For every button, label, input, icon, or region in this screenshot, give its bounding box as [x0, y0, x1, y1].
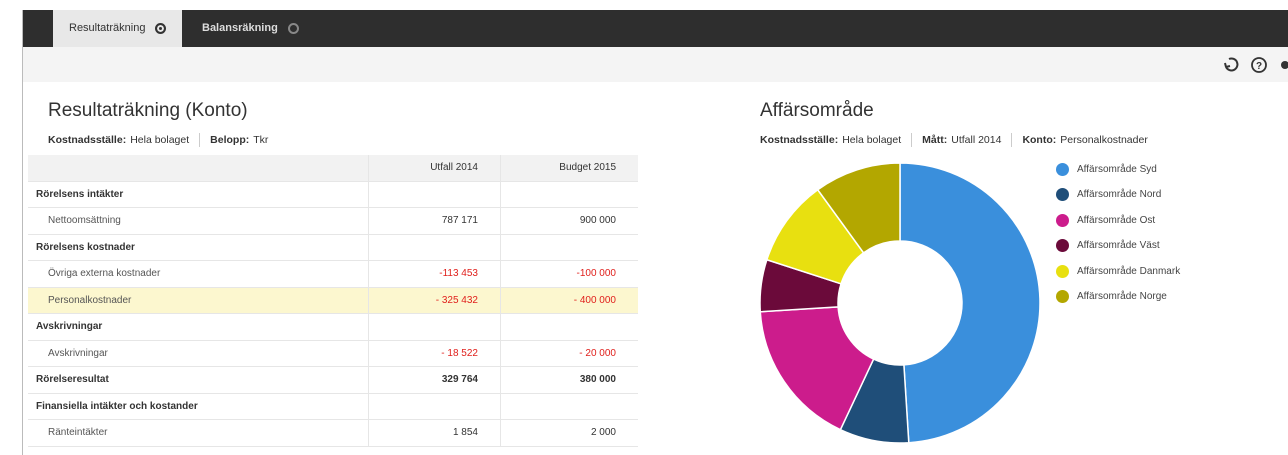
cell: 1 854 [368, 420, 500, 446]
row-label: Rörelsens kostnader [36, 241, 135, 253]
table-row: Rörelseresultat 329 764 380 000 [28, 367, 638, 394]
column-header: Budget 2015 [500, 155, 638, 181]
column-header: Utfall 2014 [368, 155, 500, 181]
cell: 2 000 [500, 420, 638, 446]
cell [368, 181, 500, 207]
legend-swatch [1056, 264, 1069, 278]
cell [368, 234, 500, 260]
filter-label: Mått: [922, 134, 948, 146]
table-row: Rörelsens intäkter [28, 181, 638, 208]
filter-value: Hela bolaget [130, 134, 190, 146]
table-row: Ränteintäkter 1 854 2 000 [28, 420, 638, 447]
tab-label: Resultaträkning [69, 22, 146, 34]
separator [1011, 133, 1013, 147]
report-filters: Kostnadsställe: Hela bolaget Belopp: Tkr [48, 133, 268, 147]
table-row: Övriga externa kostnader -113 453 -100 000 [28, 261, 638, 288]
table-row: Finansiella intäkter och kostander [28, 393, 638, 420]
legend-swatch [1056, 163, 1069, 176]
legend-item: Affärsområde Danmark [1056, 264, 1181, 278]
row-label: Personalkostnader [48, 294, 132, 306]
row-label: Finansiella intäkter och kostander [36, 400, 198, 412]
filter-label: Kostnadsställe: [760, 134, 839, 146]
cell: -113 453 [368, 261, 500, 287]
legend-swatch [1056, 239, 1069, 253]
cell: - 18 522 [368, 340, 500, 366]
svg-text:?: ? [1256, 61, 1262, 72]
filter-value: Personalkostnader [1060, 134, 1148, 146]
toolbar-icons[interactable]: ? [1223, 55, 1288, 75]
filter-label: Konto: [1022, 134, 1057, 146]
legend-swatch [1056, 188, 1069, 202]
cell: -100 000 [500, 261, 638, 287]
table-row: Avskrivningar [28, 314, 638, 341]
chart-filters: Kostnadsställe: Hela bolaget Mått: Utfall 2… [760, 133, 1148, 147]
row-label: Nettoomsättning [48, 215, 121, 226]
legend-label: Affärsområde Ost [1077, 214, 1156, 226]
filter-value: Tkr [253, 134, 269, 146]
cell: - 20 000 [500, 340, 638, 366]
filter-label: Kostnadsställe: [48, 134, 127, 146]
toolbar: ? [23, 47, 1288, 82]
cell: 329 764 [368, 367, 500, 393]
cell [500, 393, 638, 419]
tab-bar: Resultaträkning Balansräkning [23, 10, 1288, 47]
filter-value: Utfall 2014 [951, 134, 1002, 146]
chart-title: Affärsområde [760, 100, 874, 121]
legend-swatch [1056, 290, 1069, 303]
row-label: Övriga externa kostnader [48, 268, 161, 279]
row-label: Rörelseresultat [36, 374, 109, 385]
table-row: Rörelsens kostnader [28, 234, 638, 261]
filter-value: Hela bolaget [842, 134, 902, 146]
row-label: Avskrivningar [36, 321, 103, 332]
cell [368, 314, 500, 340]
cell: 900 000 [500, 208, 638, 234]
separator [911, 133, 913, 147]
cell [368, 393, 500, 419]
cell: 380 000 [500, 367, 638, 393]
cell: - 400 000 [500, 287, 638, 313]
legend-label: Affärsområde Väst [1077, 240, 1160, 252]
legend-label: Affärsområde Syd [1077, 164, 1157, 175]
table-row: Avskrivningar - 18 522- 20 000 [28, 340, 638, 367]
tab-icon [155, 22, 167, 34]
legend-item: Affärsområde Väst [1056, 239, 1160, 253]
row-label: Ränteintäkter [48, 427, 108, 438]
legend-label: Affärsområde Norge [1077, 291, 1167, 302]
tab[interactable]: Balansräkning [186, 10, 315, 47]
separator [199, 133, 201, 147]
tab-label: Balansräkning [202, 22, 278, 34]
cell [500, 234, 638, 260]
filter-label: Belopp: [210, 134, 250, 146]
tab[interactable]: Resultaträkning [53, 10, 183, 47]
table-row: Nettoomsättning 787 171 900 000 [28, 208, 638, 235]
legend-label: Affärsområde Nord [1077, 189, 1162, 201]
report-table: Utfall 2014 Budget 2015 Rörelsens intäkter… [28, 155, 638, 447]
legend-item: Affärsområde Syd [1056, 163, 1157, 176]
cell [500, 181, 638, 207]
legend-item: Affärsområde Norge [1056, 290, 1167, 303]
tab-icon [287, 22, 299, 34]
legend-label: Affärsområde Danmark [1077, 265, 1181, 277]
row-label: Avskrivningar [48, 347, 108, 359]
cell [500, 314, 638, 340]
legend-swatch [1056, 213, 1069, 227]
cell: 787 171 [368, 208, 500, 234]
app-window: Resultaträkning Balansräkning ? [22, 10, 1288, 455]
table-row: Personalkostnader - 325 432- 400 000 [28, 287, 638, 314]
table-header: Utfall 2014 Budget 2015 [28, 155, 638, 182]
legend-item: Affärsområde Nord [1056, 188, 1162, 202]
row-label: Rörelsens intäkter [36, 188, 124, 200]
report-title: Resultaträkning (Konto) [48, 100, 248, 121]
cell: - 325 432 [368, 287, 500, 313]
legend-item: Affärsområde Ost [1056, 213, 1156, 227]
